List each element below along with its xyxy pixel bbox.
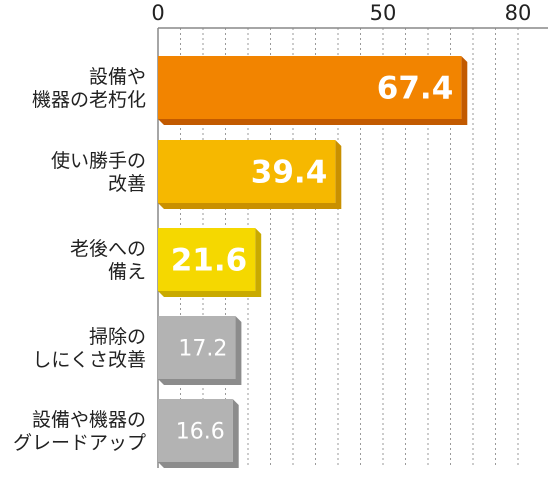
bar-value-label: 39.4 — [251, 155, 328, 191]
bar-value-label: 67.4 — [377, 71, 454, 107]
category-label: 掃除の — [89, 326, 146, 348]
bar — [158, 140, 336, 203]
x-tick-label: 50 — [370, 1, 397, 25]
bar-value-label: 17.2 — [178, 337, 227, 362]
bar-value-label: 16.6 — [176, 420, 225, 445]
bar — [158, 56, 462, 119]
bar — [158, 316, 236, 379]
category-label: しにくさ改善 — [32, 349, 146, 371]
category-label: 改善 — [108, 173, 146, 195]
category-label: 設備や — [89, 66, 146, 88]
bar — [158, 399, 233, 462]
category-label: 老後への — [70, 238, 146, 260]
x-tick-label: 0 — [151, 1, 164, 25]
bar-value-label: 21.6 — [171, 243, 248, 279]
category-label: 備え — [108, 261, 146, 283]
category-label: グレードアップ — [13, 432, 146, 454]
bar — [158, 228, 256, 291]
category-label: 機器の老朽化 — [32, 89, 146, 111]
x-tick-label: 80 — [505, 1, 532, 25]
category-label: 使い勝手の — [51, 150, 146, 172]
category-label: 設備や機器の — [32, 409, 146, 431]
